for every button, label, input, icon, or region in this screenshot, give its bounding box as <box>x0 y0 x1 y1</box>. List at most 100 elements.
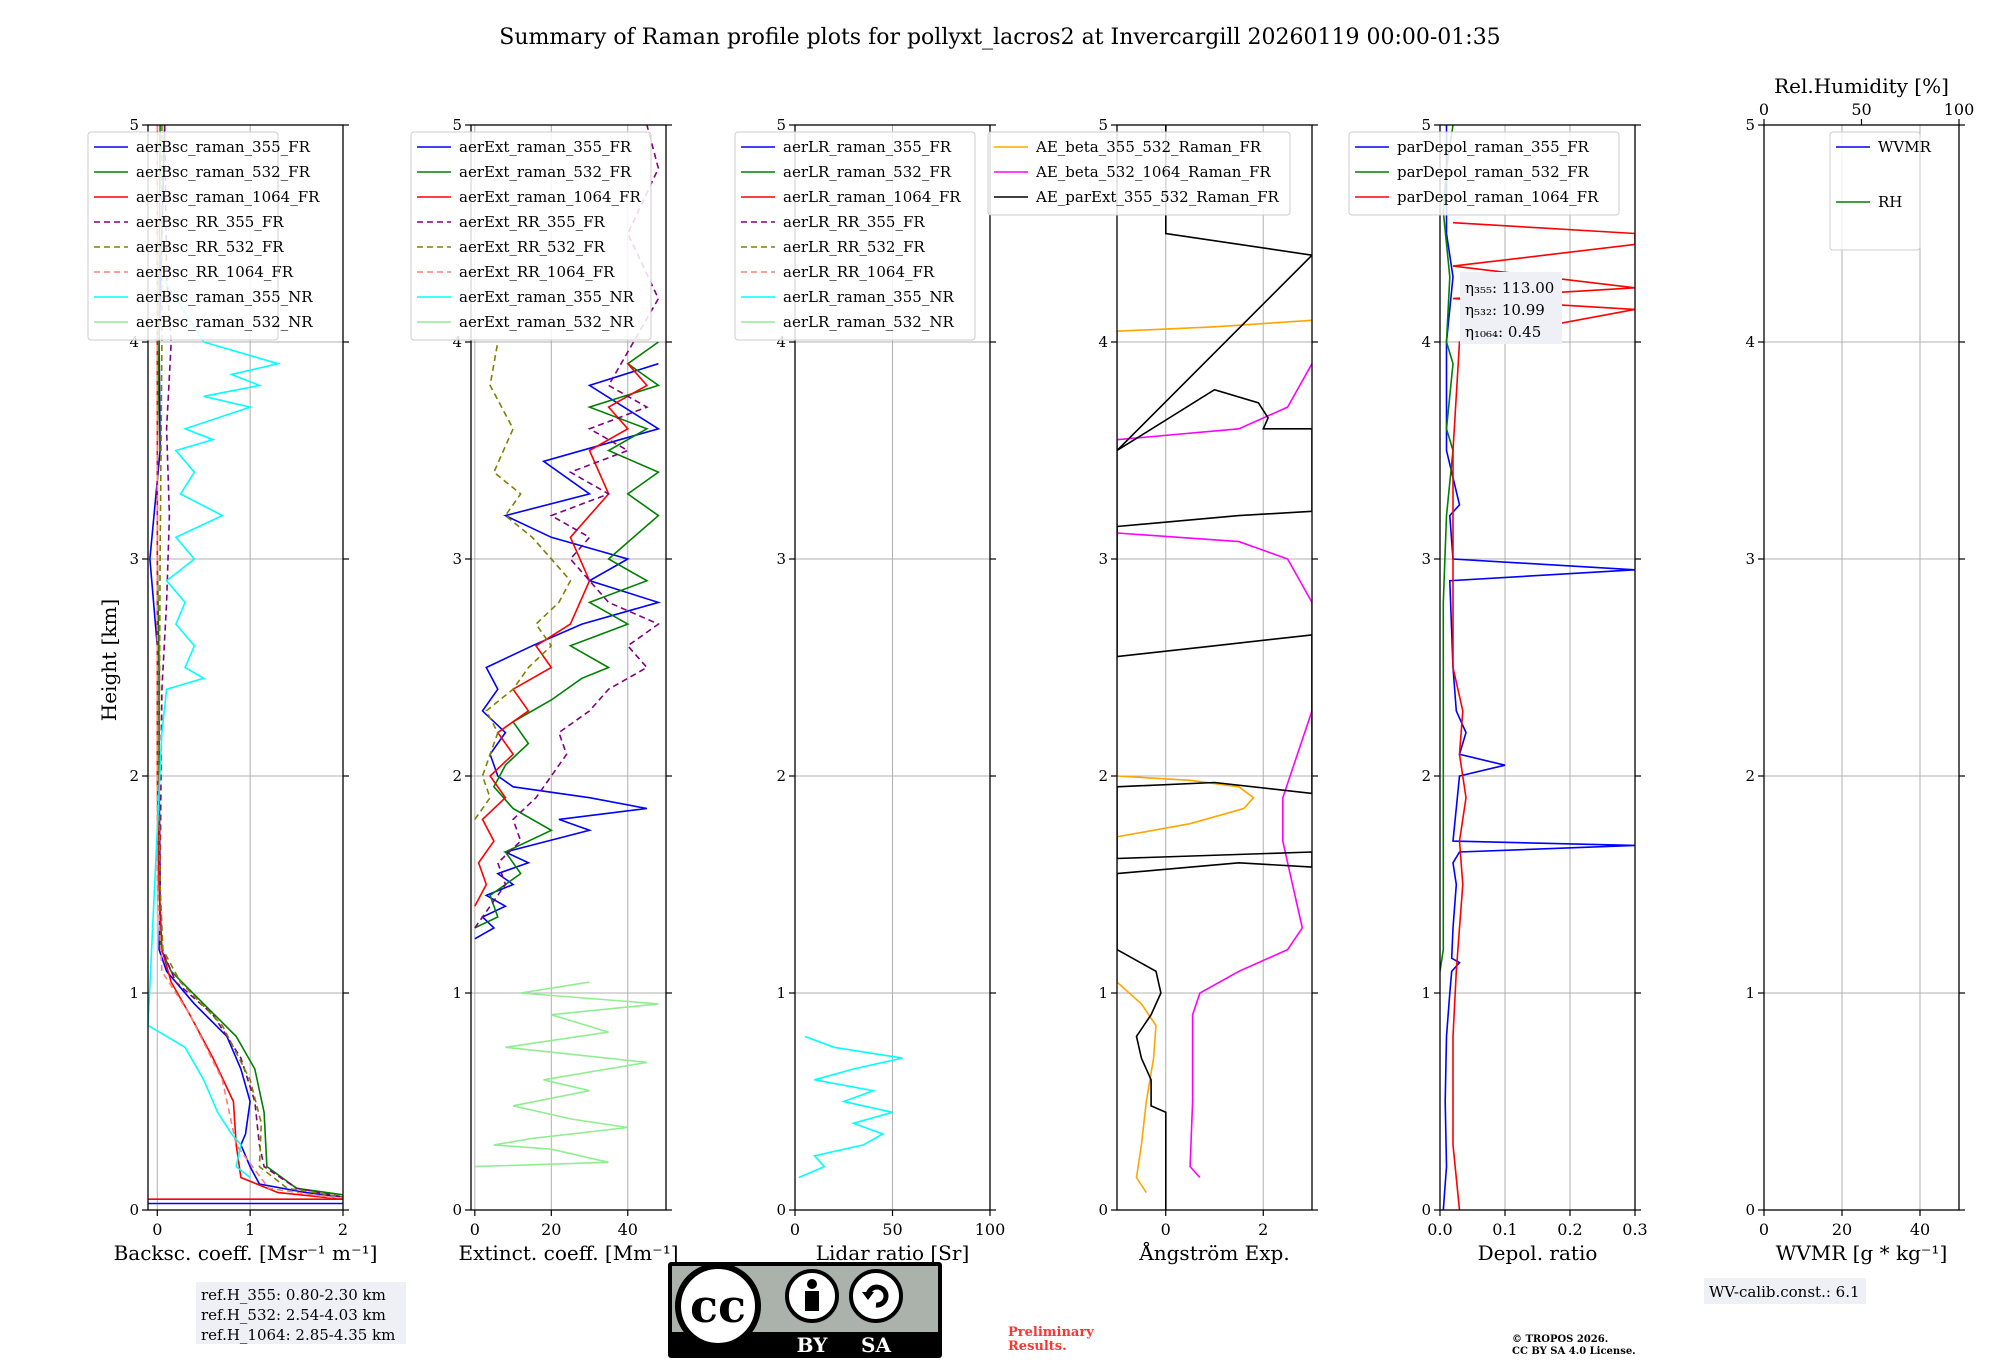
y-tick-label: 2 <box>452 767 462 785</box>
figure-title: Summary of Raman profile plots for polly… <box>499 25 1500 50</box>
legend-label: AE_beta_355_532_Raman_FR <box>1035 138 1262 156</box>
x-tick-label: 40 <box>618 1220 638 1239</box>
x-tick-label: 0.2 <box>1557 1220 1582 1239</box>
panel-frame <box>1439 124 1636 1211</box>
legend-label: aerExt_raman_532_FR <box>459 163 632 181</box>
y-tick-label: 3 <box>776 550 786 568</box>
legend-label: aerExt_raman_532_NR <box>459 313 635 331</box>
y-tick-label: 4 <box>776 333 786 351</box>
series-line-AE_beta_532_1064_Raman_FR <box>1117 363 1312 1179</box>
legend-label: aerBsc_RR_1064_FR <box>136 263 294 281</box>
legend: AE_beta_355_532_Raman_FR AE_beta_532_1064… <box>987 131 1291 216</box>
y-tick-label: 5 <box>452 116 462 134</box>
top-tick-label: 0 <box>1759 100 1769 119</box>
series-group <box>148 125 343 1205</box>
y-tick-label: 5 <box>129 116 139 134</box>
y-tick-label: 4 <box>1098 333 1108 351</box>
ref-h-1064: ref.H_1064: 2.85-4.35 km <box>201 1326 395 1344</box>
y-tick-label: 3 <box>452 550 462 568</box>
y-tick-label: 3 <box>1098 550 1108 568</box>
y-tick-label: 0 <box>452 1201 462 1219</box>
x-tick-label: 0.0 <box>1427 1220 1452 1239</box>
series-line-parDepol_raman_355_FR <box>1442 125 1635 1210</box>
series-line-aerExt_raman_1064_FR <box>474 363 649 907</box>
series-group <box>798 1035 903 1179</box>
series-line-aerBsc_raman_355_NR <box>148 276 282 1179</box>
series-line-aerExt_raman_532_NR <box>474 981 659 1168</box>
legend-label: parDepol_raman_355_FR <box>1397 138 1590 156</box>
x-tick-label: 1 <box>245 1220 255 1239</box>
wv-calib-box: WV-calib.const.: 6.1 <box>1704 1278 1866 1304</box>
y-tick-label: 4 <box>452 333 462 351</box>
legend-label: aerLR_raman_1064_FR <box>783 188 961 206</box>
x-tick-label: 0 <box>470 1220 480 1239</box>
series-line-parDepol_raman_1064_FR <box>1452 221 1635 1210</box>
legend-label: aerExt_raman_355_FR <box>459 138 632 156</box>
ref-heights-box: ref.H_355: 0.80-2.30 km ref.H_532: 2.54-… <box>196 1282 406 1344</box>
y-tick-label: 0 <box>1745 1201 1755 1219</box>
x-tick-label: 0.3 <box>1622 1220 1647 1239</box>
cc-circle-icon <box>675 1263 761 1349</box>
legend-label: aerExt_raman_1064_FR <box>459 188 641 206</box>
copyright-line1: © TROPOS 2026. <box>1512 1334 1608 1345</box>
legend-label: aerExt_RR_355_FR <box>459 213 606 231</box>
legend-label: parDepol_raman_532_FR <box>1397 163 1590 181</box>
y-tick-label: 3 <box>129 550 139 568</box>
y-tick-label: 2 <box>1421 767 1431 785</box>
y-tick-label: 1 <box>1745 984 1755 1002</box>
series-group <box>1117 125 1312 1210</box>
y-tick-label: 3 <box>1745 550 1755 568</box>
legend-label: aerBsc_RR_355_FR <box>136 213 284 231</box>
legend-label: RH <box>1878 193 1902 211</box>
x-tick-label: 0 <box>152 1220 162 1239</box>
legend: WVMR RH <box>1829 131 1932 251</box>
legend-box <box>1348 131 1620 216</box>
ref-h-355: ref.H_355: 0.80-2.30 km <box>201 1286 386 1304</box>
legend-box <box>1829 131 1921 251</box>
legend-box <box>410 131 652 341</box>
legend-label: aerBsc_raman_1064_FR <box>136 188 320 206</box>
legend-label: aerLR_RR_532_FR <box>783 238 925 256</box>
top-axis-label: Rel.Humidity [%] <box>1774 74 1949 98</box>
legend-label: aerLR_raman_355_FR <box>783 138 952 156</box>
series-line-aerExt_RR_355_FR <box>474 125 661 929</box>
legend-label: aerExt_RR_1064_FR <box>459 263 615 281</box>
panel-frame <box>794 124 991 1211</box>
legend-box <box>87 131 279 341</box>
series-line-aerBsc_RR_532_FR <box>158 125 343 1198</box>
x-tick-label: 2 <box>338 1220 348 1239</box>
legend-label: parDepol_raman_1064_FR <box>1397 188 1599 206</box>
legend-label: AE_beta_532_1064_Raman_FR <box>1035 163 1271 181</box>
y-tick-label: 1 <box>452 984 462 1002</box>
y-tick-label: 4 <box>1745 333 1755 351</box>
sa-share-icon <box>849 1269 903 1323</box>
legend-label: AE_parExt_355_532_Raman_FR <box>1035 188 1280 206</box>
y-tick-label: 0 <box>1098 1201 1108 1219</box>
eta-1064: η₁₀₆₄: 0.45 <box>1465 323 1541 341</box>
x-tick-label: 0 <box>790 1220 800 1239</box>
y-tick-label: 0 <box>1421 1201 1431 1219</box>
series-line-aerExt_RR_532_FR <box>474 341 572 820</box>
legend: aerExt_raman_355_FR aerExt_raman_532_FRae… <box>410 131 652 341</box>
panel-frame <box>470 124 667 1211</box>
panel-2: 0 20 40 0 1 2 3 4 5 Extinct. coeff. [Mm⁻¹] aerExt_… <box>410 116 679 1265</box>
legend-box <box>987 131 1291 216</box>
y-tick-label: 5 <box>1745 116 1755 134</box>
legend-label: WVMR <box>1878 138 1932 156</box>
eta-box-bg <box>1460 272 1562 344</box>
y-tick-label: 5 <box>1098 116 1108 134</box>
legend-label: aerLR_RR_355_FR <box>783 213 925 231</box>
copyright-line2: CC BY SA 4.0 License. <box>1512 1346 1636 1357</box>
series-line-aerExt_raman_355_FR <box>474 362 662 940</box>
x-tick-label: 50 <box>882 1220 902 1239</box>
legend-label: aerLR_raman_355_NR <box>783 288 954 306</box>
y-tick-label: 2 <box>1745 767 1755 785</box>
x-tick-label: 0 <box>1759 1220 1769 1239</box>
x-tick-label: 20 <box>1832 1220 1852 1239</box>
series-line-aerLR_raman_355_NR <box>798 1035 903 1179</box>
x-tick-label: 20 <box>541 1220 561 1239</box>
legend-box <box>734 131 976 341</box>
y-tick-label: 1 <box>1421 984 1431 1002</box>
cc-logo-sa: SA <box>861 1333 891 1357</box>
